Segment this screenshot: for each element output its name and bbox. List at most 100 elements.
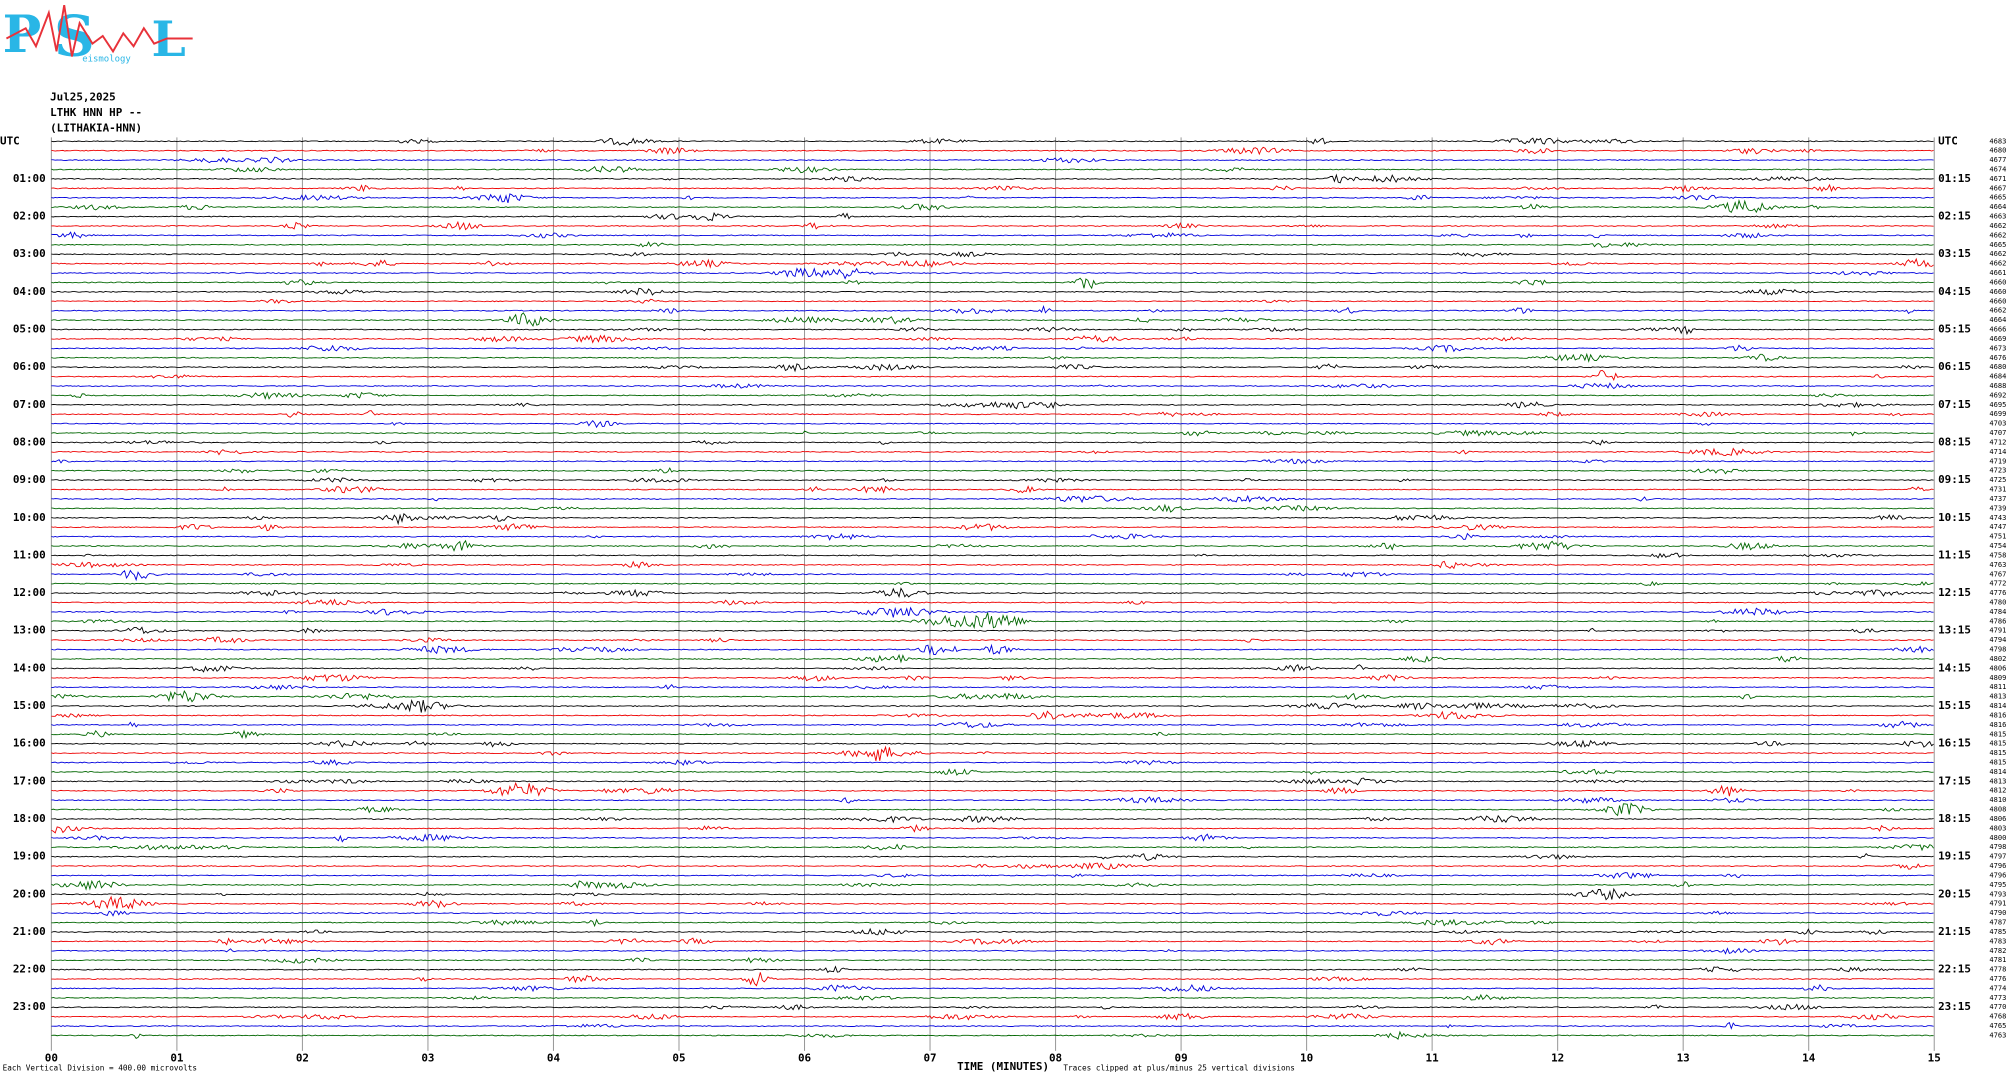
row-offset: 4754 — [1989, 541, 2006, 550]
hour-label: 07:00 — [13, 398, 46, 411]
x-label: 14 — [1802, 1052, 1816, 1065]
trace — [51, 802, 1934, 817]
hour-label-right: 05:15 — [1938, 323, 1971, 336]
x-label: 09 — [1175, 1052, 1188, 1065]
row-offset: 4783 — [1989, 936, 2006, 945]
trace — [51, 852, 1934, 861]
trace — [51, 937, 1934, 946]
trace — [51, 739, 1934, 748]
hour-label-right: 12:15 — [1938, 586, 1971, 599]
row-offset: 4798 — [1989, 645, 2006, 654]
row-offset: 4815 — [1989, 748, 2006, 757]
row-offset: 4784 — [1989, 607, 2006, 616]
trace — [51, 410, 1934, 418]
trace — [51, 580, 1934, 587]
trace — [51, 241, 1934, 248]
row-offset: 4723 — [1989, 466, 2006, 475]
trace — [51, 344, 1934, 354]
row-offset: 4663 — [1989, 212, 2006, 221]
row-offset: 4737 — [1989, 494, 2006, 503]
hour-label: 10:00 — [13, 511, 46, 524]
row-offset: 4785 — [1989, 927, 2006, 936]
row-offset: 4662 — [1989, 249, 2006, 258]
row-offset: 4791 — [1989, 899, 2006, 908]
trace — [51, 439, 1934, 446]
trace — [51, 560, 1934, 570]
hour-label-right: 19:15 — [1938, 850, 1971, 863]
x-label: 13 — [1677, 1052, 1690, 1065]
hour-label-right: 07:15 — [1938, 398, 1971, 411]
trace — [51, 352, 1934, 363]
trace — [51, 972, 1934, 987]
trace — [51, 325, 1934, 336]
hour-label-right: 14:15 — [1938, 661, 1971, 674]
trace — [51, 391, 1934, 400]
hour-label: 02:00 — [13, 210, 46, 223]
trace — [51, 429, 1934, 437]
trace — [51, 983, 1934, 993]
trace — [51, 636, 1934, 644]
trace — [51, 485, 1934, 494]
row-offset: 4739 — [1989, 503, 2006, 512]
row-offset: 4662 — [1989, 221, 2006, 230]
logo-text: eismology — [82, 55, 131, 65]
hour-label-right: 02:15 — [1938, 210, 1971, 223]
row-offset: 4782 — [1989, 946, 2006, 955]
row-offset: 4798 — [1989, 842, 2006, 851]
hour-label-right: 03:15 — [1938, 247, 1971, 260]
row-offset: 4660 — [1989, 296, 2006, 305]
row-offset: 4707 — [1989, 428, 2006, 437]
row-offset: 4719 — [1989, 456, 2006, 465]
row-offset: 4703 — [1989, 419, 2006, 428]
row-offset: 4806 — [1989, 663, 2006, 672]
logo: P S L eismology — [3, 4, 193, 70]
row-offset: 4671 — [1989, 174, 2006, 183]
trace — [51, 777, 1934, 786]
trace — [51, 401, 1934, 410]
hour-label: 23:00 — [13, 1000, 46, 1013]
trace — [51, 532, 1934, 541]
hour-label: UTC — [0, 134, 20, 147]
row-offset: 4680 — [1989, 146, 2006, 155]
row-offset: 4776 — [1989, 588, 2006, 597]
trace — [51, 653, 1934, 664]
x-label: 05 — [672, 1052, 685, 1065]
hour-label-right: 16:15 — [1938, 737, 1971, 750]
hour-label-right: 22:15 — [1938, 963, 1971, 976]
trace — [51, 183, 1934, 194]
date: Jul25,2025 — [50, 91, 116, 104]
trace — [51, 612, 1934, 630]
row-offset: 4770 — [1989, 1002, 2006, 1011]
row-offset: 4677 — [1989, 155, 2006, 164]
trace — [51, 1003, 1934, 1011]
row-offset: 4666 — [1989, 325, 2006, 334]
trace — [51, 369, 1934, 382]
row-offset: 4664 — [1989, 315, 2006, 324]
row-offset: 4780 — [1989, 598, 2006, 607]
hour-label: 06:00 — [13, 360, 46, 373]
trace — [51, 334, 1934, 344]
row-offset: 4665 — [1989, 193, 2006, 202]
hour-label: 05:00 — [13, 323, 46, 336]
hour-label-right: 15:15 — [1938, 699, 1971, 712]
row-offset: 4768 — [1989, 1012, 2006, 1021]
row-offset: 4809 — [1989, 673, 2006, 682]
trace — [51, 494, 1934, 504]
row-offset: 4680 — [1989, 362, 2006, 371]
hour-label: 13:00 — [13, 624, 46, 637]
hour-label-right: 11:15 — [1938, 548, 1971, 561]
trace — [51, 965, 1934, 973]
row-offset: 4778 — [1989, 965, 2006, 974]
hour-label: 12:00 — [13, 586, 46, 599]
trace — [51, 879, 1934, 891]
hour-label-right: 08:15 — [1938, 435, 1971, 448]
row-offset: 4794 — [1989, 635, 2006, 644]
hour-label-right: 01:15 — [1938, 172, 1971, 185]
trace — [51, 768, 1934, 776]
trace — [51, 895, 1934, 910]
trace — [51, 758, 1934, 767]
trace — [51, 146, 1934, 156]
row-offset: 4667 — [1989, 183, 2006, 192]
row-offset: 4806 — [1989, 814, 2006, 823]
